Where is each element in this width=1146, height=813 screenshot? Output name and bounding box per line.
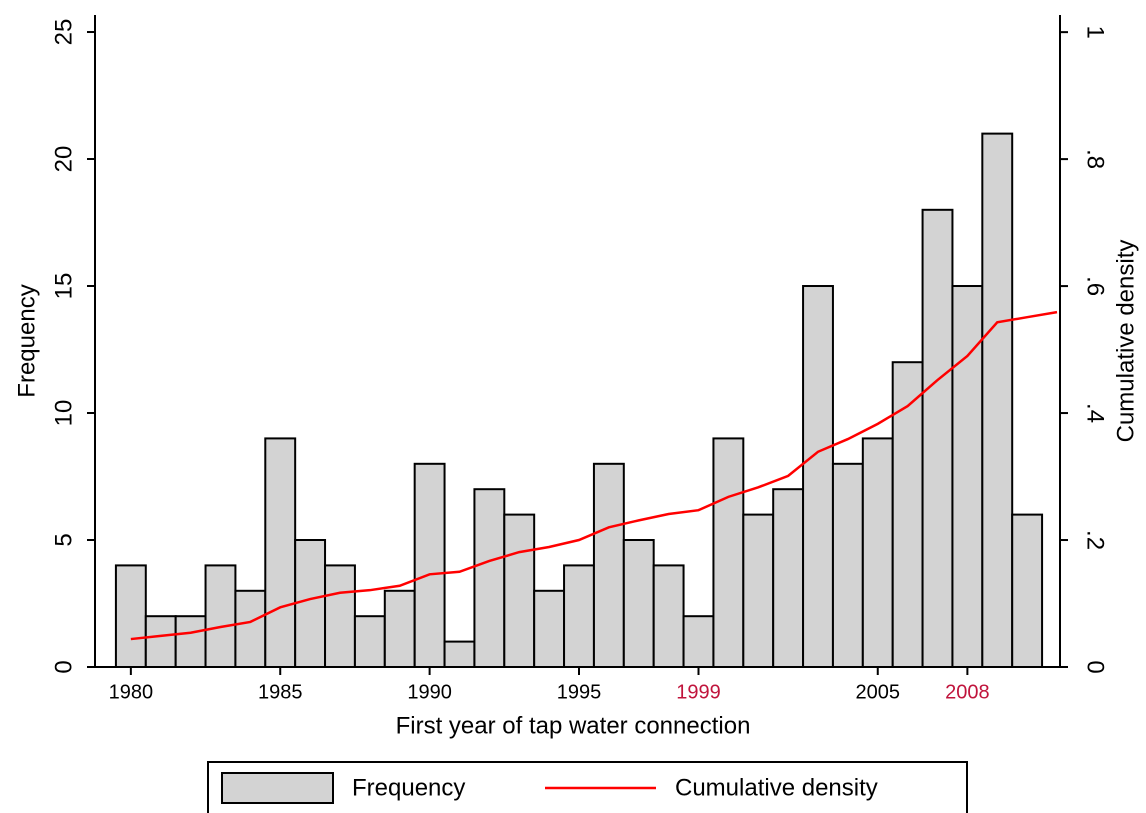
bar	[921, 208, 954, 668]
bar	[712, 437, 745, 668]
bar	[174, 615, 207, 669]
y2-tick-label: .8	[1082, 149, 1109, 169]
bar	[204, 564, 237, 669]
y2-tick-label: .2	[1082, 530, 1109, 550]
x-tick-label: 1985	[258, 681, 303, 703]
bar	[264, 437, 297, 668]
bar	[592, 462, 625, 668]
bar	[503, 513, 536, 668]
bar	[652, 564, 685, 669]
bar	[473, 488, 506, 668]
x-axis-label: First year of tap water connection	[396, 712, 751, 739]
y-axis-label: Frequency	[13, 284, 40, 397]
bar	[951, 285, 984, 668]
x-tick-label: 1990	[407, 681, 452, 703]
bar	[294, 539, 327, 668]
x-tick-label: 1995	[557, 681, 602, 703]
x-tick-label: 1980	[109, 681, 154, 703]
bar	[622, 539, 655, 668]
x-tick-label: 1999	[676, 681, 721, 703]
y2-tick-label: 1	[1082, 25, 1109, 38]
bar	[443, 640, 476, 669]
x-tick-label: 2008	[945, 681, 990, 703]
x-tick-label: 2005	[856, 681, 901, 703]
legend-label: Frequency	[352, 774, 465, 801]
bar	[861, 437, 894, 668]
legend-swatch	[221, 772, 334, 804]
y-tick-label: 20	[50, 146, 77, 173]
bar	[353, 615, 386, 669]
y2-axis-label: Cumulative density	[1112, 240, 1139, 443]
y2-tick-label: 0	[1082, 660, 1109, 673]
bar	[742, 513, 775, 668]
y2-tick-label: .4	[1082, 403, 1109, 423]
bar	[831, 462, 864, 668]
y-tick-label: 10	[50, 400, 77, 427]
bar	[891, 361, 924, 668]
bar	[802, 285, 834, 668]
bar	[981, 132, 1014, 668]
cumulative-line	[130, 310, 1058, 641]
bar	[324, 564, 356, 669]
bar	[234, 589, 267, 669]
legend-label: Cumulative density	[675, 774, 878, 801]
y2-tick-label: .6	[1082, 276, 1109, 296]
y-tick-label: 15	[50, 273, 77, 300]
bar	[772, 488, 805, 668]
bar	[144, 615, 177, 669]
bar	[682, 615, 715, 669]
bar	[533, 589, 566, 669]
y-tick-label: 25	[50, 19, 77, 46]
bar	[383, 589, 416, 669]
bar	[1011, 513, 1044, 668]
bar	[413, 462, 446, 668]
bar	[114, 564, 147, 669]
bar	[563, 564, 595, 669]
y-tick-label: 5	[50, 533, 77, 546]
y-tick-label: 0	[50, 660, 77, 673]
